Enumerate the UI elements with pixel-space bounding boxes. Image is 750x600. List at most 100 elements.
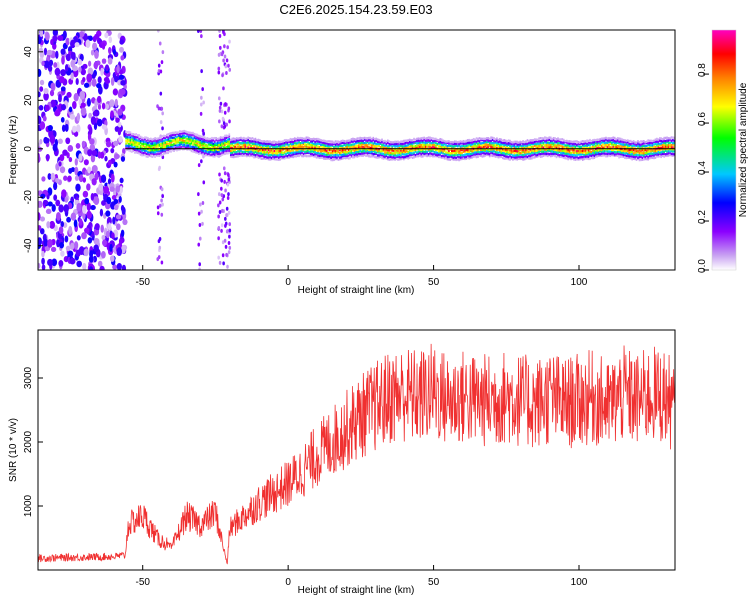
spectrogram-cell xyxy=(120,80,126,86)
spectrogram-cell xyxy=(375,151,378,154)
spectrogram-cell xyxy=(632,146,635,149)
spectrogram-cell xyxy=(227,63,230,68)
spectrogram-cell xyxy=(484,140,487,144)
spectrogram-cell xyxy=(157,63,161,68)
spectrogram-cell xyxy=(573,146,575,150)
spectrogram-cell xyxy=(589,141,591,145)
spectrogram-cell xyxy=(600,154,603,157)
spectrogram-cell xyxy=(280,151,283,154)
spectrogram-cell xyxy=(394,143,396,146)
spectrogram-cell xyxy=(180,132,183,135)
spectrogram-cell xyxy=(378,154,380,157)
spectrogram-cell xyxy=(544,153,546,157)
spectrogram-cell xyxy=(624,150,626,153)
spectrogram-cell xyxy=(323,155,325,158)
spectrogram-cell xyxy=(325,149,328,153)
spectrogram-cell xyxy=(371,148,373,151)
spectrogram-cell xyxy=(339,144,341,148)
spectrogram-cell xyxy=(180,142,183,146)
spectrogram-cell xyxy=(461,148,463,152)
spectrogram-cell xyxy=(356,150,359,154)
spectrogram-cell xyxy=(558,149,561,152)
spectrogram-cell xyxy=(481,150,484,153)
spectrogram-cell xyxy=(568,144,571,148)
spectrogram-cell xyxy=(126,133,129,137)
spectrogram-cell xyxy=(200,140,203,143)
spectrogram-cell xyxy=(355,138,357,141)
spectrogram-cell xyxy=(211,148,213,152)
spectrogram-cell xyxy=(302,142,305,146)
spectrogram-cell xyxy=(344,148,347,152)
spectrogram-cell xyxy=(331,143,334,146)
spectrogram-cell xyxy=(612,140,615,144)
spectrogram-cell xyxy=(200,159,203,164)
spectrogram-cell xyxy=(292,142,295,146)
spectrogram-cell xyxy=(133,146,136,149)
spectrogram-cell xyxy=(471,156,473,159)
spectrogram-cell xyxy=(158,149,161,153)
spectrogram-cell xyxy=(570,153,572,156)
spectrogram-cell xyxy=(259,145,261,148)
spectrogram-cell xyxy=(197,145,200,149)
spectrogram-cell xyxy=(579,156,581,159)
spectrogram-cell xyxy=(47,201,53,207)
spectrogram-cell xyxy=(373,152,376,156)
spectrogram-cell xyxy=(128,133,130,137)
spectrogram-cell xyxy=(627,146,629,149)
spectrogram-cell xyxy=(275,149,277,153)
spectrogram-cell xyxy=(94,49,99,59)
spectrogram-cell xyxy=(254,140,257,143)
spectrogram-cell xyxy=(416,151,418,154)
spectrogram-cell xyxy=(573,151,575,154)
spectrogram-cell xyxy=(501,156,504,160)
spectrogram-cell xyxy=(227,192,230,197)
spectrogram-cell xyxy=(220,109,224,114)
colorbar-tick-label: 0.8 xyxy=(697,63,708,77)
spectrogram-cell xyxy=(552,136,555,140)
spectrogram-cell xyxy=(433,152,436,155)
spectrogram-cell xyxy=(298,145,300,148)
spectrogram-cell xyxy=(583,144,585,148)
spectrogram-cell xyxy=(302,148,305,151)
spectrogram-cell xyxy=(560,153,562,156)
spectrogram-cell xyxy=(533,142,536,145)
spectrogram-cell xyxy=(340,153,343,157)
spectrogram-cell xyxy=(493,150,495,153)
spectrogram-cell xyxy=(234,145,236,148)
spectrogram-cell xyxy=(487,137,489,140)
spectrogram-cell xyxy=(347,139,350,142)
spectrogram-cell xyxy=(48,59,54,67)
spectrogram-cell xyxy=(366,154,369,157)
spectrogram-cell xyxy=(165,145,168,148)
spectrogram-cell xyxy=(217,236,220,241)
spectrogram-cell xyxy=(132,136,135,140)
spectrogram-cell xyxy=(533,140,536,144)
spectrogram-cell xyxy=(651,145,654,149)
spectrogram-cell xyxy=(152,152,155,156)
spectrogram-cell xyxy=(225,71,228,76)
spectrogram-cell xyxy=(350,140,353,143)
spectrogram-cell xyxy=(360,137,363,140)
spectrogram-cell xyxy=(449,158,452,161)
spectrogram-cell xyxy=(38,115,42,125)
spectrogram-cell xyxy=(531,151,533,154)
spectrogram-cell xyxy=(477,152,479,156)
spectrogram-cell xyxy=(321,146,324,149)
spectrogram-cell xyxy=(387,141,389,145)
spectrogram-cell xyxy=(474,153,476,156)
spectrogram-cell xyxy=(485,137,488,140)
spectrogram-cell xyxy=(167,142,170,146)
spectrogram-cell xyxy=(627,139,629,142)
spectrogram-cell xyxy=(174,131,177,134)
spectrogram-cell xyxy=(510,153,513,156)
spectrogram-cell xyxy=(125,139,127,142)
spectrogram-cell xyxy=(411,146,414,150)
spectrogram-cell xyxy=(216,152,219,155)
spectrogram-cell xyxy=(60,221,64,228)
spectrogram-cell xyxy=(202,153,204,156)
spectrogram-cell xyxy=(618,140,620,143)
spectrogram-cell xyxy=(289,146,292,150)
spectrogram-cell xyxy=(312,144,315,148)
spectrogram-cell xyxy=(410,149,412,153)
